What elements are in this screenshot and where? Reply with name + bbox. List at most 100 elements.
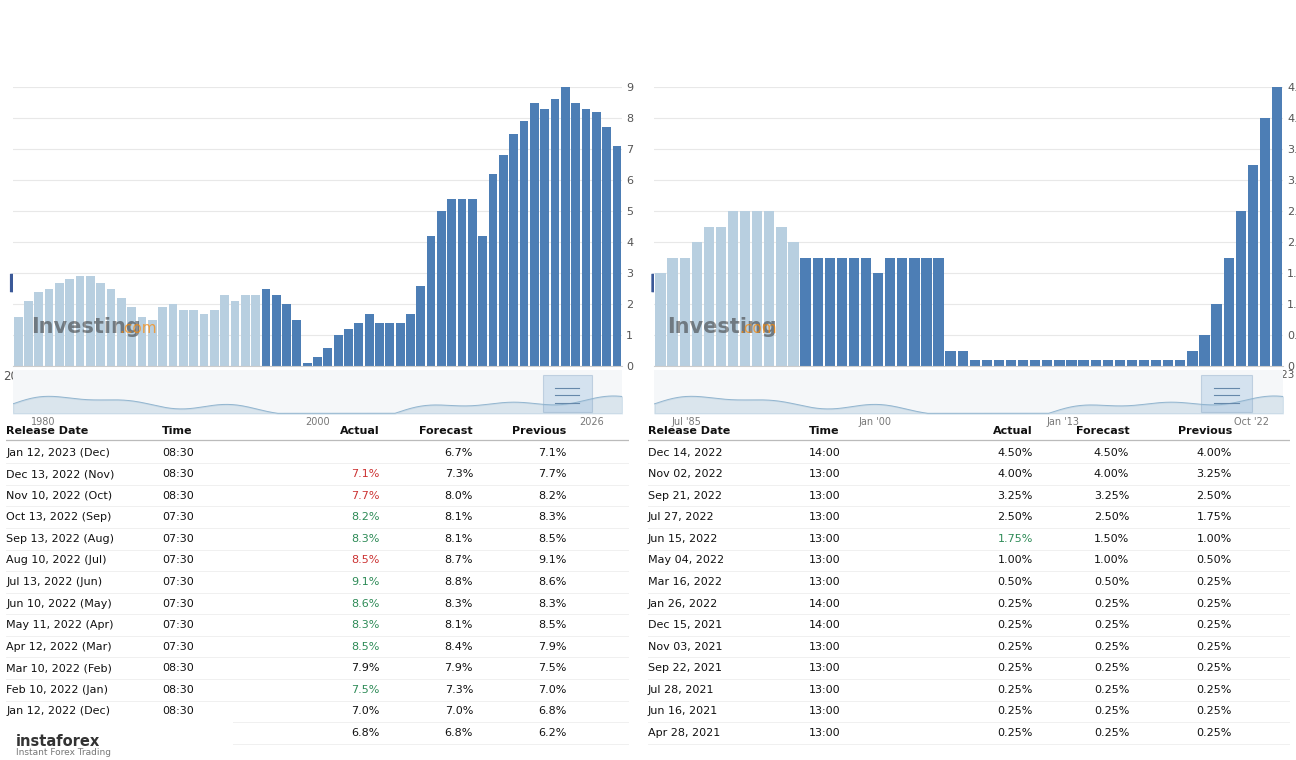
Text: Jan 26, 2022: Jan 26, 2022 <box>648 599 718 609</box>
Text: 6.8%: 6.8% <box>351 728 380 738</box>
Text: 7.0%: 7.0% <box>538 685 566 695</box>
Text: 6.8%: 6.8% <box>538 706 566 717</box>
Text: 13:00: 13:00 <box>809 663 840 673</box>
Bar <box>1235 211 1245 366</box>
Bar <box>994 360 1004 366</box>
Text: 0.25%: 0.25% <box>998 620 1033 630</box>
Text: Apr 28, 2021: Apr 28, 2021 <box>648 728 721 738</box>
Bar <box>1201 375 1252 412</box>
Text: 08:30: 08:30 <box>162 469 193 479</box>
Text: 1.75%: 1.75% <box>1196 512 1231 522</box>
Text: 13:00: 13:00 <box>809 512 840 522</box>
Bar <box>788 242 798 366</box>
Text: Release Date: Release Date <box>648 426 730 436</box>
Text: 07:30: 07:30 <box>162 512 193 522</box>
Text: Nov 10, 2022 (Oct): Nov 10, 2022 (Oct) <box>6 491 113 501</box>
Text: 7.5%: 7.5% <box>351 685 380 695</box>
Text: 0.25%: 0.25% <box>1196 577 1231 587</box>
Bar <box>364 314 373 366</box>
Bar <box>958 351 968 366</box>
Bar <box>354 323 363 366</box>
Text: Time: Time <box>809 426 839 436</box>
Text: 3.25%: 3.25% <box>1196 469 1231 479</box>
Text: 1.50%: 1.50% <box>1094 534 1129 544</box>
Bar <box>885 258 896 366</box>
Text: 2.50%: 2.50% <box>1094 512 1129 522</box>
Text: Sep 21, 2022: Sep 21, 2022 <box>648 491 722 501</box>
Text: 8.5%: 8.5% <box>538 620 566 630</box>
Text: 8.3%: 8.3% <box>445 599 473 609</box>
Bar <box>158 307 167 366</box>
Text: 0.25%: 0.25% <box>1094 641 1129 651</box>
Text: t: t <box>45 278 49 287</box>
Text: 8.6%: 8.6% <box>351 599 380 609</box>
Bar <box>75 277 84 366</box>
Bar <box>1054 360 1064 366</box>
Bar <box>933 258 943 366</box>
Text: 0.25%: 0.25% <box>1094 620 1129 630</box>
Text: May 11, 2022 (Apr): May 11, 2022 (Apr) <box>6 620 114 630</box>
Text: 07:30: 07:30 <box>162 556 193 565</box>
Text: Nov 03, 2021: Nov 03, 2021 <box>648 641 722 651</box>
Text: 7.3%: 7.3% <box>445 469 473 479</box>
Bar <box>1163 360 1173 366</box>
Bar <box>1248 165 1258 366</box>
Bar <box>603 128 610 366</box>
Text: 8.5%: 8.5% <box>538 534 566 544</box>
Text: 8.3%: 8.3% <box>351 534 380 544</box>
Bar <box>220 295 229 366</box>
Text: M: M <box>92 278 100 287</box>
Bar <box>117 298 126 366</box>
Text: 08:30: 08:30 <box>162 728 193 738</box>
Text: 8.1%: 8.1% <box>445 620 473 630</box>
Bar <box>96 283 105 366</box>
Bar <box>127 307 136 366</box>
Bar <box>1212 304 1222 366</box>
Text: 0.25%: 0.25% <box>998 641 1033 651</box>
Bar <box>1126 360 1137 366</box>
FancyBboxPatch shape <box>652 274 678 293</box>
Bar <box>385 323 394 366</box>
Text: 7.3%: 7.3% <box>445 685 473 695</box>
Text: 0.25%: 0.25% <box>998 599 1033 609</box>
Text: 0.50%: 0.50% <box>1094 577 1129 587</box>
Bar <box>345 329 353 366</box>
Bar <box>35 292 43 366</box>
Bar <box>54 283 64 366</box>
Bar <box>1260 118 1270 366</box>
Text: Jan 12, 2023 (Dec): Jan 12, 2023 (Dec) <box>6 448 110 458</box>
Bar <box>704 226 714 366</box>
Bar <box>44 289 53 366</box>
Bar <box>874 274 884 366</box>
Bar <box>489 174 498 366</box>
Bar <box>824 258 835 366</box>
Bar <box>179 310 188 366</box>
Bar <box>592 112 600 366</box>
Text: 0.25%: 0.25% <box>998 706 1033 717</box>
Bar <box>86 277 95 366</box>
Bar <box>1078 360 1089 366</box>
Text: 8.2%: 8.2% <box>538 491 566 501</box>
Text: 7.0%: 7.0% <box>445 706 473 717</box>
Bar <box>200 314 209 366</box>
Text: Jul 28, 2021: Jul 28, 2021 <box>648 685 714 695</box>
Text: 4.00%: 4.00% <box>1094 469 1129 479</box>
Text: 13:00: 13:00 <box>809 685 840 695</box>
Text: Jun 10, 2022 (May): Jun 10, 2022 (May) <box>6 599 113 609</box>
Text: 7.7%: 7.7% <box>538 469 566 479</box>
Text: Sep 13, 2022 (Aug): Sep 13, 2022 (Aug) <box>6 534 114 544</box>
Text: Time: Time <box>162 426 193 436</box>
Text: 14:00: 14:00 <box>809 448 840 458</box>
Text: Investing: Investing <box>31 317 141 337</box>
Bar <box>715 226 726 366</box>
Text: Actual: Actual <box>340 426 380 436</box>
Bar <box>1223 258 1234 366</box>
Text: f: f <box>21 278 25 287</box>
Text: 0.25%: 0.25% <box>1094 599 1129 609</box>
Text: Aug 10, 2022 (Jul): Aug 10, 2022 (Jul) <box>6 556 108 565</box>
Text: Instant Forex Trading: Instant Forex Trading <box>16 748 110 757</box>
Text: 07:30: 07:30 <box>162 599 193 609</box>
Bar <box>106 289 115 366</box>
Bar <box>241 295 250 366</box>
Text: f: f <box>662 278 666 287</box>
